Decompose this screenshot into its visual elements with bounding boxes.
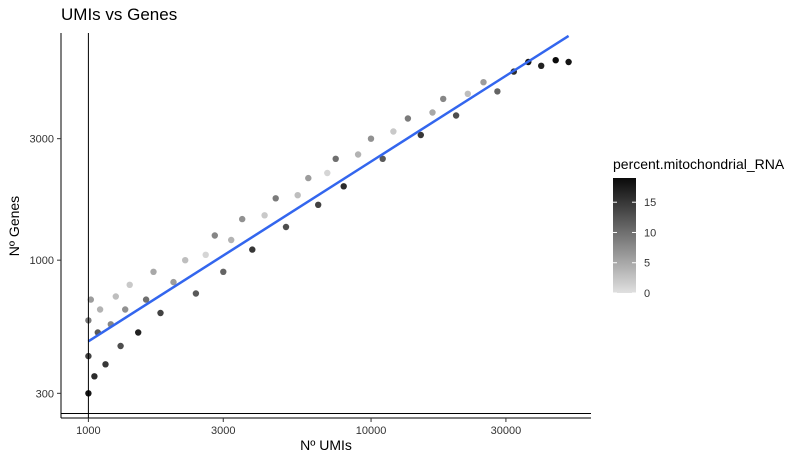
data-point [239, 215, 246, 223]
data-point [332, 155, 339, 162]
data-point [282, 223, 290, 231]
data-point [552, 57, 559, 64]
data-point [464, 90, 471, 98]
x-tick-label: 1000 [76, 425, 100, 437]
trend-line [87, 34, 570, 343]
legend-tick-label: 15 [644, 197, 656, 209]
chart-title: UMIs vs Genes [61, 5, 177, 24]
scatter-points [85, 57, 572, 397]
y-tick-label: 300 [36, 388, 54, 400]
data-point [379, 155, 386, 162]
trend-line-group [87, 34, 570, 343]
legend-tick-label: 10 [644, 227, 656, 239]
data-point [142, 296, 150, 303]
data-point [294, 192, 301, 199]
data-point [157, 309, 164, 317]
data-point [429, 109, 436, 116]
data-point [404, 115, 412, 122]
legend-tick-label: 0 [644, 288, 650, 300]
reference-lines [61, 33, 591, 418]
x-axis-title: Nº UMIs [300, 437, 352, 453]
data-point [182, 257, 189, 264]
data-point [305, 174, 312, 182]
data-point [91, 373, 98, 380]
x-axis-ticks: 1000 3000 10000 30000 [76, 418, 521, 437]
legend-ticks: 0 5 10 15 [613, 197, 656, 300]
data-point [452, 112, 460, 119]
x-tick-label: 3000 [211, 425, 235, 437]
data-point [170, 278, 177, 286]
legend-colorbar [613, 178, 636, 293]
data-point [192, 290, 200, 297]
data-point [440, 95, 447, 103]
data-point [135, 329, 142, 336]
data-point [390, 128, 397, 135]
data-point [480, 79, 487, 86]
data-point [249, 246, 256, 253]
data-point [126, 281, 133, 288]
legend-tick-label: 5 [644, 258, 650, 270]
data-point [202, 251, 209, 258]
data-point [494, 88, 501, 95]
y-axis-ticks: 300 1000 3000 [30, 134, 61, 400]
data-point [272, 195, 279, 202]
y-tick-label: 1000 [30, 255, 54, 267]
legend-title: percent.mitochondrial_RNA [613, 156, 785, 172]
data-point [117, 342, 124, 350]
data-point [220, 268, 227, 275]
data-point [417, 131, 424, 139]
x-tick-label: 30000 [491, 425, 522, 437]
y-axis-title: Nº Genes [6, 196, 22, 256]
data-point [261, 212, 268, 219]
data-point [112, 293, 120, 300]
data-point [354, 151, 362, 158]
data-point [315, 201, 322, 208]
data-point [102, 361, 109, 368]
data-point [324, 169, 331, 177]
data-point [367, 135, 375, 142]
data-point [538, 62, 545, 69]
data-point [87, 296, 95, 303]
data-point [565, 58, 572, 66]
data-point [150, 268, 157, 275]
x-tick-label: 10000 [356, 425, 387, 437]
data-point [211, 232, 218, 239]
data-point [122, 306, 129, 313]
data-point [228, 236, 235, 244]
data-point [340, 183, 347, 190]
y-tick-label: 3000 [30, 134, 54, 146]
data-point [96, 306, 104, 313]
